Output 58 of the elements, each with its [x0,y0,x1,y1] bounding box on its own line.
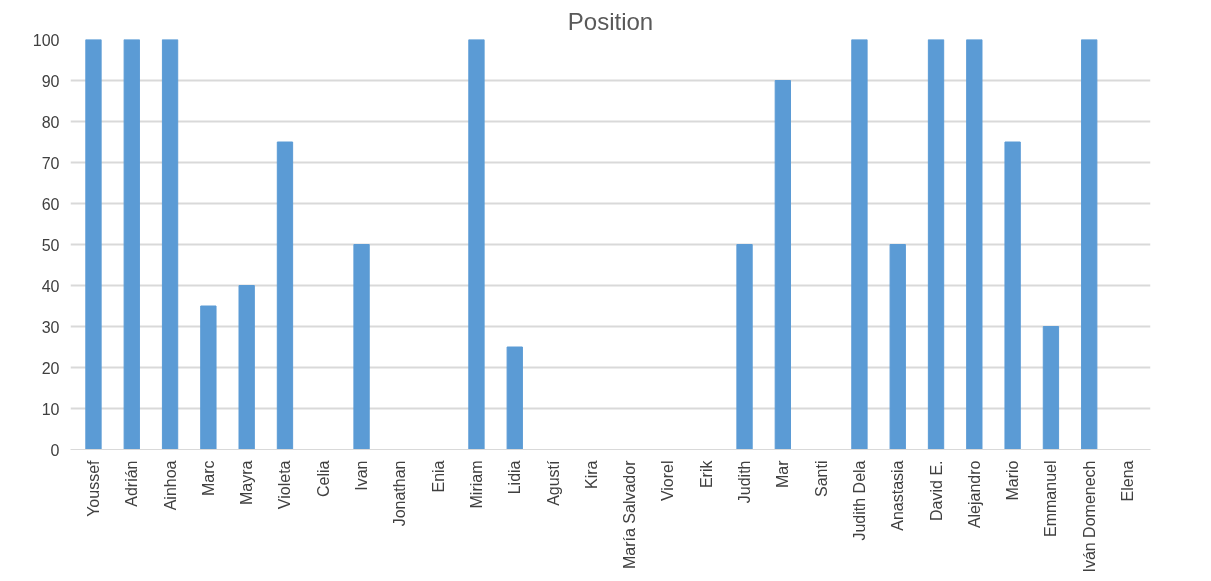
x-tick-label: Alejandro [965,460,983,529]
bar [276,141,294,450]
y-tick-label: 70 [41,154,60,172]
bar [353,244,370,450]
x-tick-label: Judith [736,460,754,504]
x-tick-label: Lidia [506,460,524,495]
x-tick-label: Mayra [238,460,256,505]
x-tick-label: Ivan [353,460,371,491]
x-tick-label: María Salvador [621,459,639,569]
x-tick-label: Marc [199,460,217,497]
x-tick-label: Adrián [123,460,141,507]
x-tick-label: Enia [429,460,447,493]
x-tick-label: Violeta [276,460,294,510]
bar [927,39,945,450]
bar [851,39,868,450]
bar [161,39,179,450]
x-tick-label: Jonathan [391,460,409,527]
bar [238,285,255,450]
y-tick-label: 100 [32,31,60,49]
x-tick-label: Celia [314,460,332,497]
bar [123,39,140,450]
y-tick-label: 10 [41,400,60,418]
x-tick-label: Kira [582,460,600,489]
x-tick-label: Anastasia [889,460,907,531]
bar [468,39,485,450]
bar [506,346,523,450]
y-tick-label: 90 [41,72,60,90]
y-tick-label: 60 [41,195,60,213]
bar [200,305,217,450]
x-tick-label: Miriam [467,460,485,509]
x-tick-label: Ainhoa [161,460,179,511]
bar [85,39,102,450]
bar [889,244,906,450]
x-tick-label: Santi [812,460,830,497]
x-tick-label: Mar [774,459,792,489]
y-tick-label: 0 [50,441,60,459]
x-tick-label: Elena [1119,460,1137,502]
bar [774,80,791,450]
bar [1004,141,1021,450]
x-tick-label: David E. [927,460,945,521]
bar [1081,39,1098,450]
bar [1042,326,1060,450]
y-tick-label: 80 [41,113,60,131]
y-tick-label: 40 [41,277,60,295]
bar [966,39,983,450]
bar [736,244,753,450]
x-tick-label: Agustí [544,459,562,506]
x-tick-label: Viorel [659,460,677,502]
x-tick-label: Youssef [84,459,102,517]
x-tick-label: Erik [697,459,715,489]
x-tick-label: Mario [1004,460,1022,501]
y-tick-label: 30 [41,318,60,336]
y-tick-label: 50 [41,236,60,254]
x-tick-label: Judith Dela [850,460,868,541]
x-tick-label: Iván Domenech [1080,460,1098,573]
x-tick-label: Emmanuel [1042,460,1060,537]
chart-title: Position [567,7,654,35]
y-tick-label: 20 [41,359,60,377]
